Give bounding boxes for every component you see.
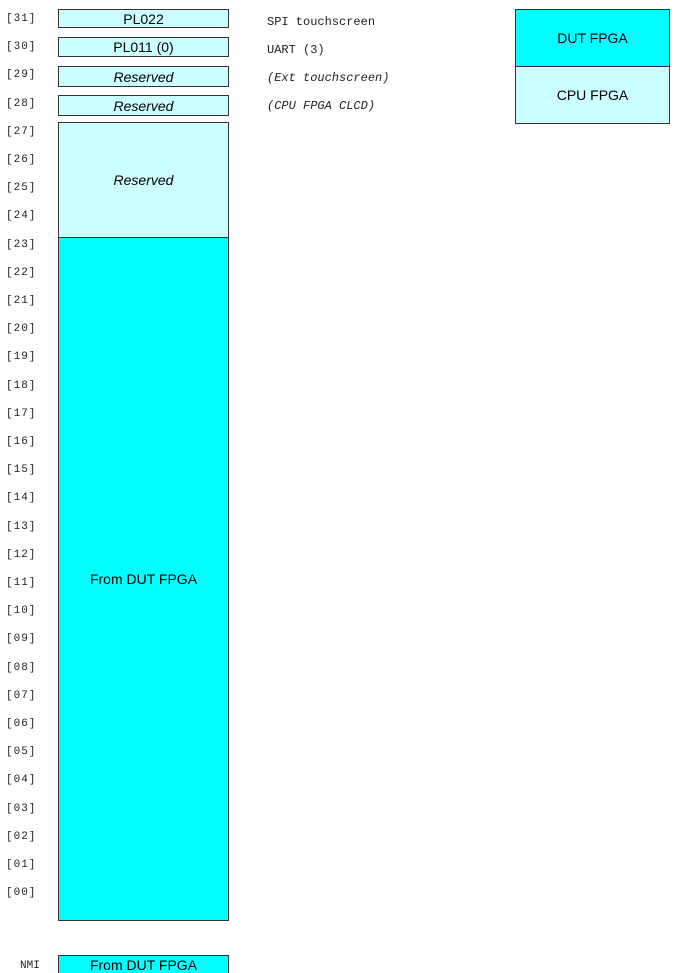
nmi-cell-dut-fpga: From DUT FPGA xyxy=(58,955,229,973)
bit-label: [09] xyxy=(6,633,37,646)
bit-label: [02] xyxy=(6,830,37,843)
legend-cpu-fpga: CPU FPGA xyxy=(515,66,670,124)
desc-ext-touchscreen: (Ext touchscreen) xyxy=(267,71,390,85)
bit-label: [21] xyxy=(6,295,37,307)
bit-label: [19] xyxy=(6,351,37,364)
bit-label: [01] xyxy=(6,859,37,871)
desc-spi-touchscreen: SPI touchscreen xyxy=(267,15,376,29)
bit-label: [25] xyxy=(6,182,37,195)
cell-bit29-reserved: Reserved xyxy=(58,66,229,87)
cell-bit30-pl011: PL011 (0) xyxy=(58,37,229,57)
bit-label: [18] xyxy=(6,379,37,392)
bit-label: [20] xyxy=(6,323,37,336)
bit-label: [27] xyxy=(6,125,37,138)
bit-label: [29] xyxy=(6,69,37,82)
bit-label: [16] xyxy=(6,436,37,448)
bit-label: [31] xyxy=(6,13,37,25)
bit-label: [28] xyxy=(6,97,37,110)
bit-label: [17] xyxy=(6,407,37,420)
bit-label: [11] xyxy=(6,577,37,589)
legend-dut-fpga: DUT FPGA xyxy=(515,9,670,67)
bit-label: [08] xyxy=(6,661,37,674)
bit-label: [26] xyxy=(6,154,37,166)
cell-bit28-reserved: Reserved xyxy=(58,95,229,116)
nmi-label: NMI xyxy=(20,960,40,972)
bit-label: [07] xyxy=(6,689,37,702)
bit-label: [15] xyxy=(6,464,37,477)
bit-label: [06] xyxy=(6,718,37,730)
bit-label: [14] xyxy=(6,492,37,505)
bit-label: [10] xyxy=(6,605,37,618)
bit-label: [03] xyxy=(6,802,37,815)
bit-label: [13] xyxy=(6,520,37,533)
bit-label: [00] xyxy=(6,887,37,900)
desc-cpu-fpga-clcd: (CPU FPGA CLCD) xyxy=(267,99,376,113)
cell-bits23-0-dut-fpga: From DUT FPGA xyxy=(58,237,229,921)
bit-label: [22] xyxy=(6,266,37,279)
bit-label: [30] xyxy=(6,41,37,54)
bit-label: [24] xyxy=(6,210,37,223)
bit-label: [23] xyxy=(6,238,37,251)
bit-label: [05] xyxy=(6,746,37,759)
bit-label: [12] xyxy=(6,548,37,561)
bit-label: [04] xyxy=(6,774,37,787)
cell-bits27-24-reserved: Reserved xyxy=(58,122,229,238)
desc-uart: UART (3) xyxy=(267,43,325,57)
cell-bit31-pl022: PL022 xyxy=(58,9,229,28)
